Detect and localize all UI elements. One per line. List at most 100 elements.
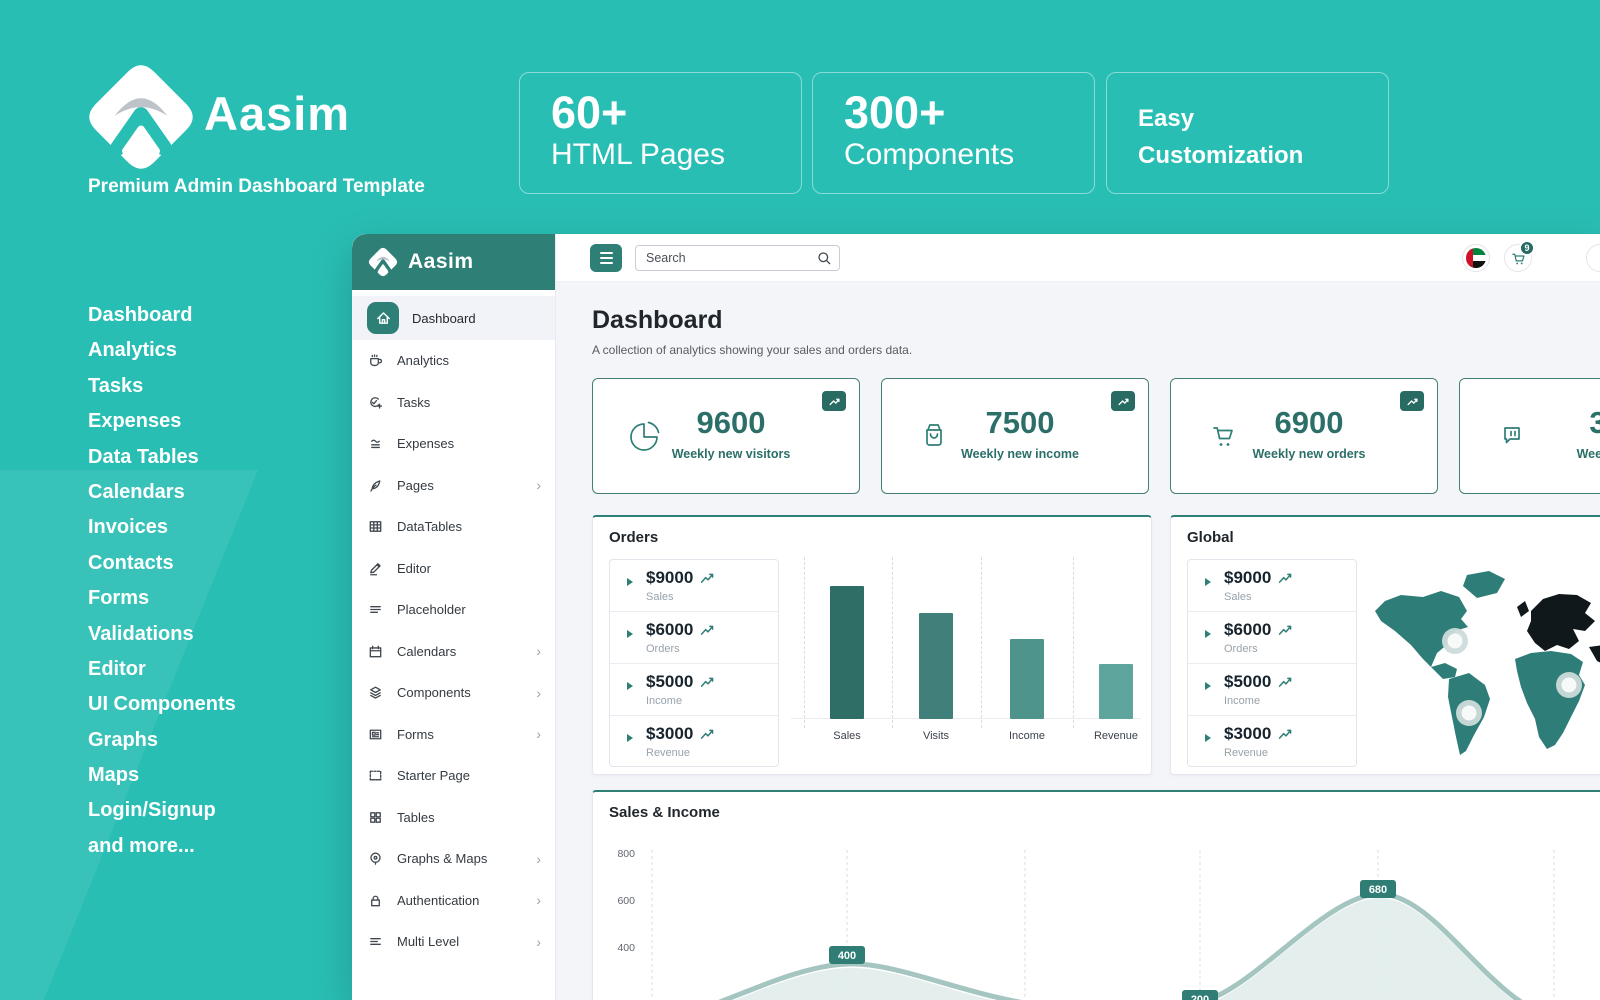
point-label: 400 — [829, 946, 865, 964]
app-topbar: 9 — [556, 234, 1600, 282]
sidebar-item-graphs-maps[interactable]: Graphs & Maps › — [352, 838, 555, 880]
bar-visits — [919, 613, 953, 719]
item-label: Revenue — [646, 747, 691, 759]
diagonal-decoration — [0, 470, 400, 1000]
sales-income-panel: Sales & Income 800 600 400 400 — [592, 790, 1600, 1000]
item-label: Sales — [1224, 591, 1252, 603]
stat-label: Weekly new orders — [1252, 447, 1366, 461]
trend-arrow-icon — [1279, 573, 1292, 583]
item-value: $6000 — [646, 620, 694, 639]
list-item[interactable]: $3000 Revenue — [610, 716, 778, 768]
sidebar-item-components[interactable]: Components › — [352, 672, 555, 714]
gridline — [804, 557, 805, 728]
menu-item-editor: Editor — [88, 657, 146, 680]
pencil-icon — [370, 562, 381, 576]
trend-arrow-icon — [701, 625, 714, 635]
sidebar-item-expenses[interactable]: Expenses — [352, 423, 555, 465]
sidebar-item-datatables[interactable]: DataTables — [352, 506, 555, 548]
sidebar-item-editor[interactable]: Editor — [352, 548, 555, 590]
menu-toggle-button[interactable] — [590, 244, 622, 272]
bar-label: Sales — [833, 730, 861, 742]
menu-item-forms: Forms — [88, 587, 150, 610]
chevron-right-icon: › — [536, 726, 541, 743]
uae-flag-icon — [1466, 248, 1486, 268]
calendar-icon — [369, 645, 382, 658]
language-flag-button[interactable] — [1462, 244, 1490, 272]
list-item[interactable]: $5000 Income — [1188, 664, 1356, 716]
app-sidebar-brand[interactable]: Aasim — [352, 234, 555, 290]
chart-baseline — [791, 718, 1141, 719]
app-sidebar: Aasim Dashboard Analytics — [352, 234, 556, 1000]
y-axis-tick: 800 — [617, 848, 635, 860]
sidebar-item-placeholder[interactable]: Placeholder — [352, 589, 555, 631]
sidebar-item-tables[interactable]: Tables — [352, 797, 555, 839]
list-item[interactable]: $3000 Revenue — [1188, 716, 1356, 768]
feature-label: HTML Pages — [551, 138, 725, 171]
pie-chart-icon — [630, 421, 660, 451]
trend-arrow-icon — [701, 573, 714, 583]
caret-right-icon — [1205, 578, 1211, 586]
stat-card-orders: 6900 Weekly new orders — [1170, 378, 1438, 494]
home-icon — [367, 302, 399, 334]
item-value: $9000 — [646, 568, 694, 587]
gridline — [1073, 557, 1074, 728]
hero-feature-menu: Dashboard Analytics Tasks Expenses Data … — [88, 298, 236, 864]
trending-up-icon — [1400, 391, 1424, 411]
gridline — [892, 557, 893, 728]
list-item[interactable]: $5000 Income — [610, 664, 778, 716]
caret-right-icon — [1205, 630, 1211, 638]
item-value: $3000 — [646, 724, 694, 743]
dashboard-preview-window: Aasim Dashboard Analytics — [352, 234, 1600, 1000]
trend-arrow-icon — [1279, 729, 1292, 739]
message-icon — [1504, 427, 1520, 444]
global-panel: Global $9000 Sales $6000 Orders $5000 — [1170, 515, 1600, 775]
list-item[interactable]: $9000 Sales — [610, 560, 778, 612]
list-item[interactable]: $9000 Sales — [1188, 560, 1356, 612]
menu-item-analytics: Analytics — [88, 339, 177, 362]
chevron-right-icon: › — [536, 933, 541, 950]
svg-text:400: 400 — [838, 950, 856, 962]
caret-right-icon — [1205, 682, 1211, 690]
cart-button[interactable]: 9 — [1504, 240, 1535, 272]
menu-item-contacts: Contacts — [88, 551, 174, 574]
aasim-logo-icon — [89, 65, 193, 169]
sidebar-item-dashboard[interactable]: Dashboard — [352, 296, 555, 340]
hero-brand-title: Aasim — [204, 87, 351, 140]
sidebar-item-tasks[interactable]: Tasks — [352, 382, 555, 424]
svg-text:200: 200 — [1191, 994, 1209, 1000]
feature-card-customization: Easy Customization — [1106, 72, 1389, 194]
menu-item-validations: Validations — [88, 622, 194, 645]
sidebar-item-analytics[interactable]: Analytics — [352, 340, 555, 382]
sidebar-item-label: Tasks — [397, 394, 431, 410]
app-brand-label: Aasim — [408, 250, 474, 273]
form-icon — [369, 729, 382, 740]
sidebar-item-calendars[interactable]: Calendars › — [352, 631, 555, 673]
sidebar-item-label: Expenses — [397, 436, 455, 452]
gridline — [981, 557, 982, 728]
sidebar-item-starter-page[interactable]: Starter Page — [352, 755, 555, 797]
global-panel-title: Global — [1187, 529, 1234, 546]
layers-icon — [370, 686, 381, 699]
bar-income — [1010, 639, 1044, 719]
item-label: Orders — [646, 643, 680, 655]
search-box[interactable] — [635, 245, 840, 271]
list-item[interactable]: $6000 Orders — [610, 612, 778, 664]
item-value: $9000 — [1224, 568, 1272, 587]
sidebar-item-multi-level[interactable]: Multi Level › — [352, 921, 555, 963]
orders-panel: Orders $9000 Sales $6000 Orders $5000 — [592, 515, 1152, 775]
map-pin-icon — [370, 852, 381, 866]
list-item[interactable]: $6000 Orders — [1188, 612, 1356, 664]
search-input[interactable] — [636, 246, 806, 270]
menu-item-calendars: Calendars — [88, 480, 185, 503]
chevron-right-icon: › — [536, 477, 541, 494]
stat-label: Weekly — [1576, 447, 1600, 461]
profile-button[interactable] — [1586, 244, 1600, 272]
search-icon[interactable] — [817, 251, 832, 266]
sidebar-item-authentication[interactable]: Authentication › — [352, 880, 555, 922]
sidebar-item-forms[interactable]: Forms › — [352, 714, 555, 756]
trend-arrow-icon — [701, 729, 714, 739]
sidebar-item-pages[interactable]: Pages › — [352, 465, 555, 507]
sidebar-item-label: Forms — [397, 726, 434, 742]
menu-item-login-signup: Login/Signup — [88, 799, 216, 822]
